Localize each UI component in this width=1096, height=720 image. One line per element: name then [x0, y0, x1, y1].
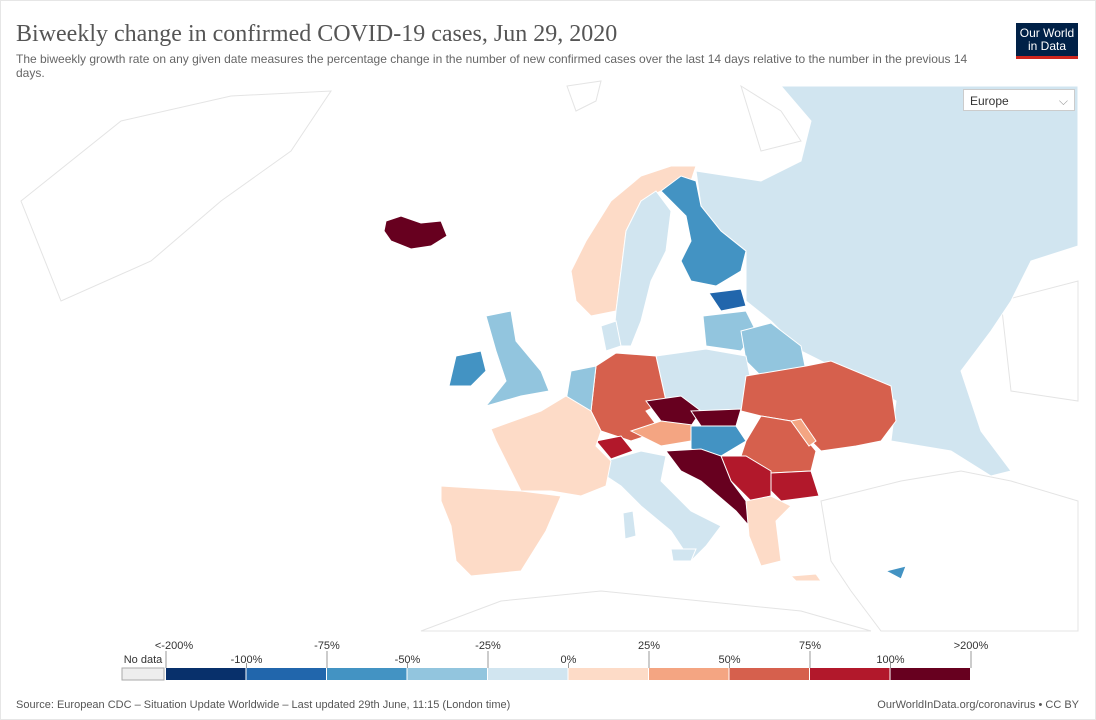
legend-label: 50% [718, 654, 740, 666]
legend: No data <-200% -100% -75% -50% -25% 0% 25% 50% 7… [121, 640, 989, 681]
dropdown-arrow: ⌵ [1058, 94, 1068, 108]
subtitle: The biweekly growth rate on any given da… [16, 52, 968, 80]
background-land [20, 80, 1079, 632]
legend-label: 100% [876, 654, 904, 666]
logo-line: in Data [1027, 39, 1067, 53]
legend-swatch [407, 668, 487, 680]
url[interactable]: OurWorldInData.org/coronavirus • CC BY [877, 699, 1079, 711]
legend-label: 0% [561, 654, 577, 666]
legend-label: -75% [314, 640, 340, 652]
legend-swatch [890, 668, 970, 680]
region-dropdown[interactable]: Europe ⌵ [963, 89, 1075, 111]
legend-label: -100% [231, 654, 263, 666]
no-data-swatch [121, 667, 165, 681]
no-data-label: No data [124, 654, 163, 666]
legend-swatch [729, 668, 809, 680]
legend-label: 25% [638, 640, 660, 652]
legend-swatch [327, 668, 407, 680]
legend-label: -25% [475, 640, 501, 652]
legend-swatch [810, 668, 890, 680]
legend-swatch [649, 668, 729, 680]
legend-label: -50% [395, 654, 421, 666]
legend-swatch [568, 668, 648, 680]
dropdown-value: Europe [970, 94, 1009, 108]
legend-swatch [246, 668, 326, 680]
legend-label: >200% [954, 640, 989, 652]
countries [383, 85, 1079, 582]
legend-label: <-200% [155, 640, 193, 652]
legend-label: 75% [799, 640, 821, 652]
logo-line: Our World [1019, 26, 1075, 40]
logo[interactable]: Our World in Data [1016, 23, 1078, 59]
legend-swatch [488, 668, 568, 680]
title: Biweekly change in confirmed COVID-19 ca… [16, 21, 618, 47]
legend-swatch [166, 668, 246, 680]
source: Source: European CDC – Situation Update … [16, 699, 511, 711]
